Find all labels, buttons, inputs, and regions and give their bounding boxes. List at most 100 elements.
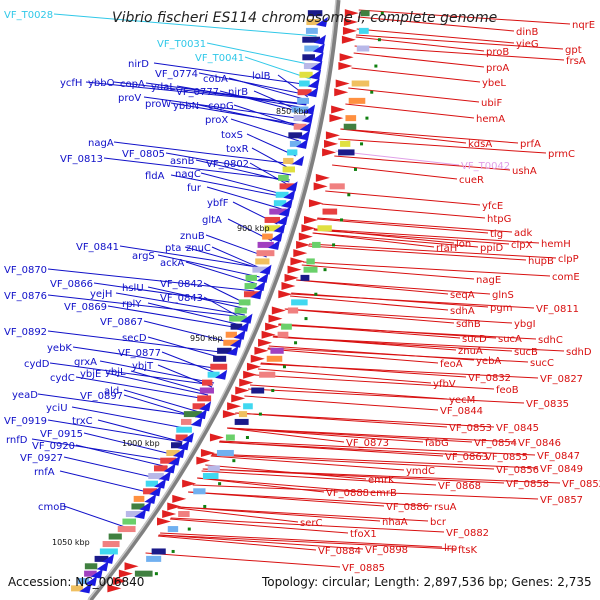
genome-backbone-highlight — [87, 0, 337, 600]
feature-block — [122, 518, 137, 525]
feature-block — [143, 488, 158, 495]
reverse-strand-arrow — [273, 223, 286, 234]
marker-tick — [380, 11, 384, 15]
feature-block — [223, 339, 239, 346]
gene-label-vf-0886: VF_0886 — [386, 502, 429, 513]
feature-block — [291, 299, 308, 306]
forward-strand-arrow — [324, 139, 339, 148]
kbp-scale-marks: 850 kbp 900 kbp 950 kbp 1000 kbp 1050 kbp — [52, 107, 309, 547]
marker-tick — [370, 90, 374, 94]
forward-strand-arrow — [338, 62, 353, 71]
feature-block — [307, 10, 323, 17]
reverse-strand-arrow — [296, 138, 309, 149]
gene-label-pgm: pgm — [490, 303, 512, 314]
connector-line-cydd — [49, 362, 214, 386]
forward-strand-arrow — [331, 105, 346, 114]
connector-line-hupb — [308, 245, 527, 261]
feature-block — [255, 258, 270, 265]
feature-block — [151, 548, 166, 555]
connector-line-vf-0849 — [211, 453, 539, 469]
connector-line-vf-0846 — [227, 427, 517, 443]
connector-line-ybbn — [198, 104, 303, 128]
reverse-strand-arrow — [139, 501, 152, 512]
reverse-strand-arrow — [307, 78, 320, 89]
feature-block — [234, 418, 249, 425]
gene-label-rnfa: rnfA — [34, 467, 55, 478]
feature-block — [207, 371, 220, 378]
feature-block — [102, 541, 120, 548]
gene-label-toxr: toxR — [226, 144, 249, 155]
feature-block — [278, 174, 289, 181]
feature-block — [297, 89, 312, 96]
gene-label-ybbo: ybbO — [88, 78, 115, 89]
feature-block — [343, 123, 357, 130]
connector-line-vf-t0031 — [206, 42, 313, 66]
gene-label-prmc: prmC — [548, 149, 575, 160]
connector-line-vf-t0028 — [53, 13, 317, 37]
gene-label-coba: cobA — [203, 74, 228, 85]
connector-line-vf-0813 — [103, 157, 290, 181]
gene-label-ftsk: ftsK — [458, 545, 477, 556]
gene-label-yecm: yecM — [449, 395, 475, 406]
marker-tick — [203, 504, 207, 508]
forward-strand-arrow — [107, 584, 122, 593]
gene-label-vf-0832: VF_0832 — [468, 373, 511, 384]
feature-block — [180, 418, 192, 425]
marker-tick — [323, 268, 327, 272]
gene-label-rfah: rfaH — [436, 243, 457, 254]
marker-tick — [245, 435, 249, 439]
connector-line-yead — [37, 393, 198, 417]
connector-line-lrp — [160, 532, 443, 548]
reverse-strand-arrow — [233, 329, 246, 340]
marker-tick — [365, 116, 369, 120]
connector-line-sdha — [290, 295, 449, 311]
gene-label-vf-0876: VF_0876 — [4, 291, 47, 302]
feature-block — [170, 442, 183, 449]
reverse-strand-arrow — [144, 493, 157, 504]
feature-block — [259, 371, 276, 378]
gene-label-come: comE — [552, 272, 580, 283]
feature-block — [312, 241, 321, 248]
forward-strand-arrow — [162, 510, 177, 519]
connector-line-vf-0867 — [143, 320, 233, 344]
kbp-mark-950-kbp: 950 kbp — [190, 334, 223, 343]
connector-line-yecm — [249, 384, 448, 400]
forward-strand-arrow — [315, 173, 330, 182]
gene-label-ybje: ybjE — [80, 369, 101, 380]
feature-block — [264, 225, 281, 232]
feature-block — [322, 208, 338, 215]
gene-label-adk: adk — [514, 228, 532, 239]
marker-tick — [304, 317, 308, 321]
connector-line-vf-0868 — [201, 470, 437, 486]
connector-line-vf-0802 — [249, 162, 289, 186]
connector-line-prov — [143, 96, 304, 120]
forward-strand-arrow — [243, 370, 258, 379]
connector-line-vf-0811 — [290, 293, 535, 309]
gene-label-glta: gltA — [202, 215, 222, 226]
connector-line-htpg — [321, 203, 486, 219]
gene-label-hemh: hemH — [541, 239, 571, 250]
gene-label-vf-0863: VF_0863 — [445, 452, 488, 463]
feature-block — [360, 10, 370, 17]
gene-label-lon: lon — [456, 239, 471, 250]
connector-line-copg — [233, 104, 303, 128]
feature-block — [99, 548, 118, 555]
reverse-strand-arrow — [253, 281, 266, 292]
connector-line-sdhb — [284, 308, 455, 324]
feature-block — [84, 563, 98, 570]
marker-tick — [171, 549, 175, 553]
feature-block — [234, 307, 247, 314]
feature-block — [133, 495, 145, 502]
gene-label-hslu: hslU — [122, 283, 144, 294]
connector-line-rnfa — [59, 470, 152, 494]
forward-strand-arrow — [325, 131, 340, 140]
gene-label-vf-0843: VF_0843 — [160, 293, 203, 304]
feature-block — [257, 241, 274, 248]
connector-line-vf-0898 — [158, 534, 364, 550]
forward-strand-arrow — [167, 502, 182, 511]
connector-line-cydc — [75, 376, 207, 400]
connector-line-frsa — [354, 45, 565, 61]
gene-label-flda: fldA — [145, 171, 165, 182]
gene-label-nagc: nagC — [175, 169, 201, 180]
connector-line-nage — [301, 264, 475, 280]
